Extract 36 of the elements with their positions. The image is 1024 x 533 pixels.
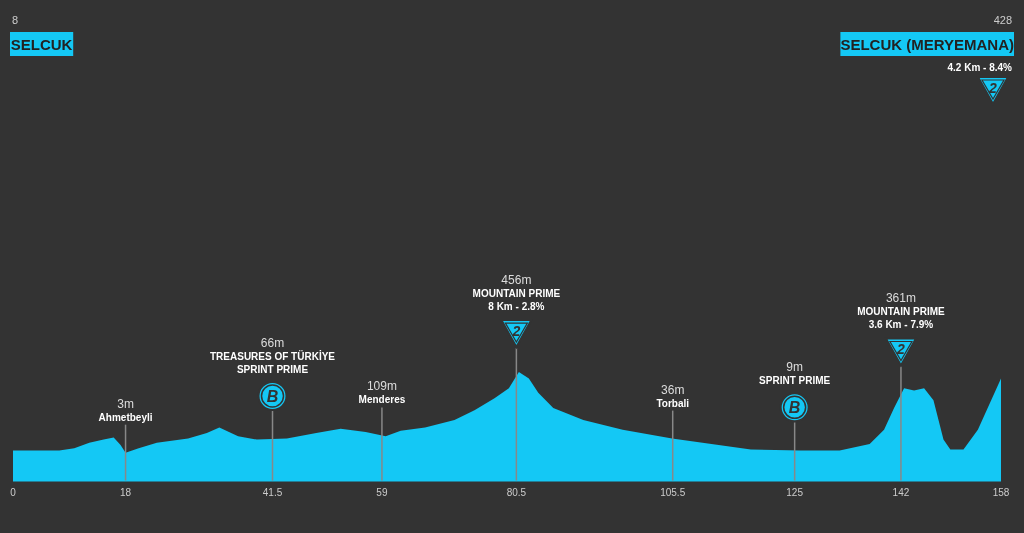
x-tick-label: 125 (786, 487, 804, 498)
text: TREASURES OF TÜRKİYE (210, 350, 336, 363)
text: 8 (12, 14, 19, 26)
annotation: 36m (661, 382, 685, 397)
text: 8 Km - 2.8% (488, 301, 545, 313)
annotation: 109m (366, 379, 397, 394)
x-tick-label: 158 (992, 487, 1010, 498)
annotation: Menderes (358, 394, 406, 406)
x-tick-label: 105.5 (660, 487, 686, 498)
text: 66m (260, 336, 285, 351)
annotation: Ahmetbeyli (98, 411, 153, 423)
x-tick-label: 18 (119, 487, 132, 498)
x-tick-label: 142 (892, 487, 910, 498)
x-tick-label: 59 (376, 487, 388, 498)
text: SELCUK (MERYEMANA) (840, 36, 1015, 53)
text: 361m (885, 291, 916, 306)
annotation: 3m (117, 396, 134, 411)
x-tick-label: 41.5 (262, 487, 283, 498)
text: MOUNTAIN PRIME (857, 306, 946, 318)
text: 456m (501, 273, 532, 288)
badge-icon: B (257, 381, 288, 411)
annotation: Torbali (656, 397, 690, 409)
annotation: 9m (786, 360, 803, 375)
annotation: B (266, 388, 279, 406)
annotation: SPRINT PRIME (236, 364, 309, 376)
triangle-icon: 2 (884, 337, 918, 368)
annotation: B (788, 399, 801, 417)
annotation: SPRINT PRIME (759, 375, 831, 387)
text: 428 (993, 14, 1012, 26)
x-tick-label: 80.5 (506, 487, 527, 498)
text: SELCUK (10, 36, 73, 53)
text: 4.2 Km - 8.4% (947, 62, 1013, 73)
text: MOUNTAIN PRIME (472, 288, 561, 300)
text: 3.6 Km - 7.9% (868, 319, 934, 331)
badge-icon: B (779, 392, 810, 423)
x-tick-label: 0 (10, 487, 17, 498)
